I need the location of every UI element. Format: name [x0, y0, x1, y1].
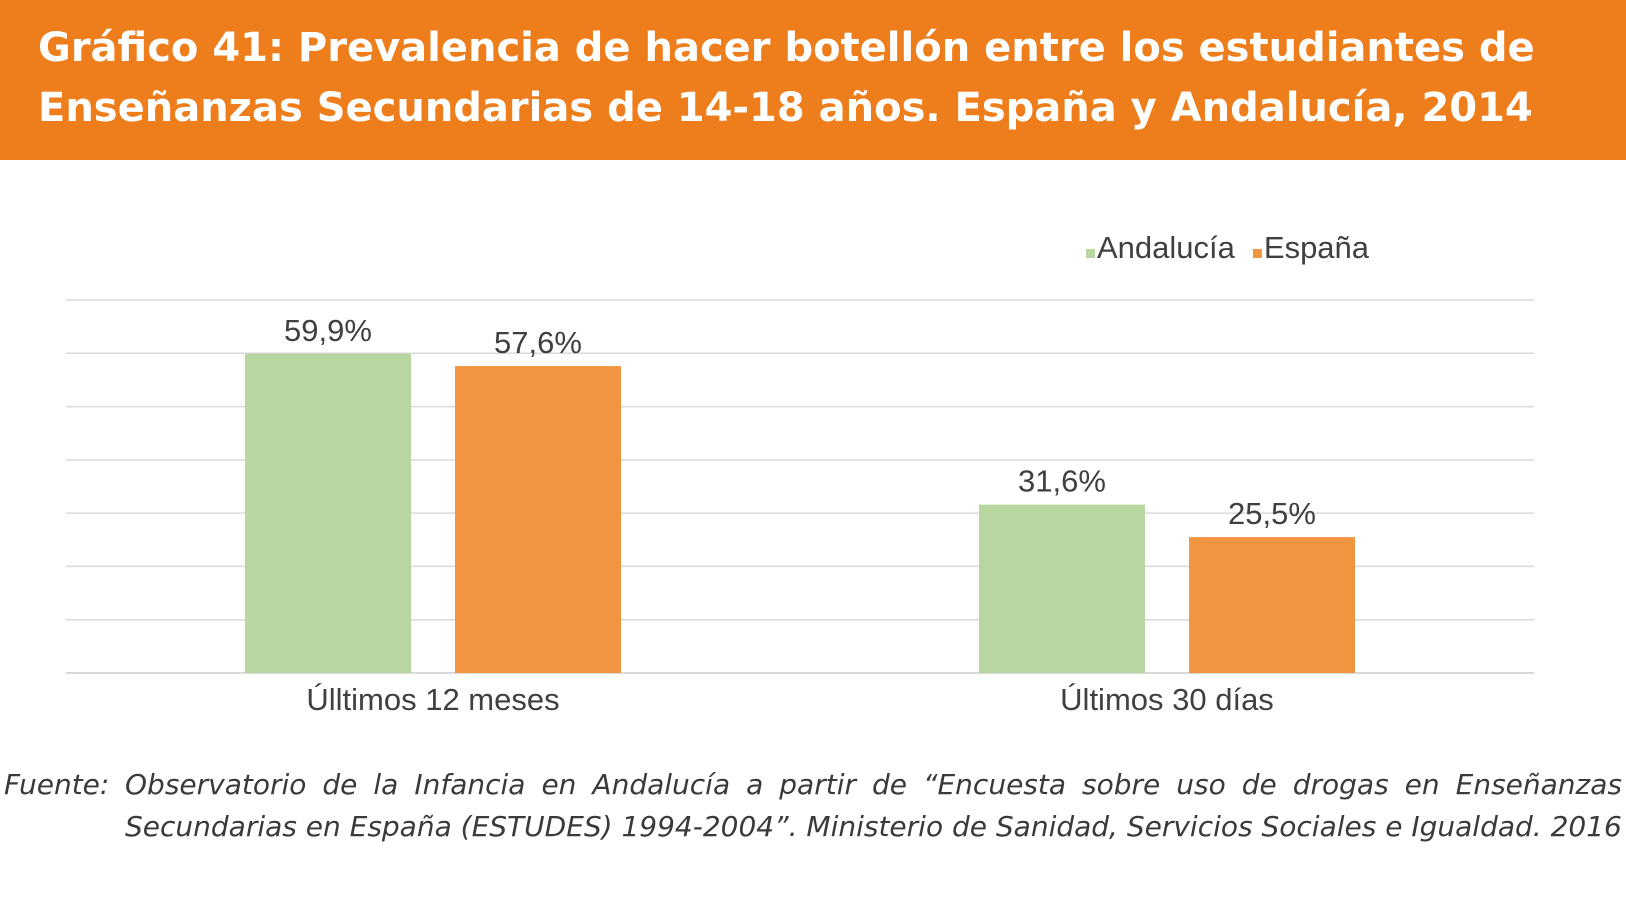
source-text: Observatorio de la Infancia en Andalucía… [125, 768, 1622, 843]
source-label: Fuente: [4, 768, 110, 801]
bar-chart: 59,9% 57,6%31,6%25,5% Úlltimos 12 meses Úl… [66, 230, 1534, 717]
legend-label: España [1264, 230, 1370, 265]
bar-andalucia-2 [979, 504, 1145, 673]
source-note: Fuente: Observatorio de la Infancia en A… [4, 764, 1622, 848]
x-axis: Úlltimos 12 meses Últimos 30 días [306, 682, 1273, 717]
x-tick-label: Úlltimos 12 meses [306, 682, 559, 717]
legend-swatch [1252, 249, 1262, 258]
chart-title: Gráfico 41: Prevalencia de hacer botelló… [38, 25, 1535, 131]
data-label: 59,9% [284, 313, 372, 348]
legend-item-espana: España [1252, 230, 1370, 265]
bar-group [245, 353, 1355, 673]
bar-andalucia-1 [245, 353, 411, 673]
legend-item-andalucia: Andalucía [1086, 230, 1236, 265]
data-label: 25,5% [1228, 496, 1316, 531]
legend-label: Andalucía [1097, 230, 1236, 265]
data-label: 57,6% [494, 325, 582, 360]
data-label: 31,6% [1018, 464, 1106, 499]
chart-title-banner: Gráfico 41: Prevalencia de hacer botelló… [0, 0, 1626, 160]
bar-espana-1 [455, 366, 621, 673]
legend: Andalucía España [1086, 230, 1370, 265]
x-tick-label: Últimos 30 días [1060, 682, 1274, 717]
data-labels: 59,9% 57,6% 31,6% 25,5% [284, 313, 1316, 531]
bar-espana-2 [1189, 537, 1355, 673]
legend-swatch [1086, 249, 1095, 258]
